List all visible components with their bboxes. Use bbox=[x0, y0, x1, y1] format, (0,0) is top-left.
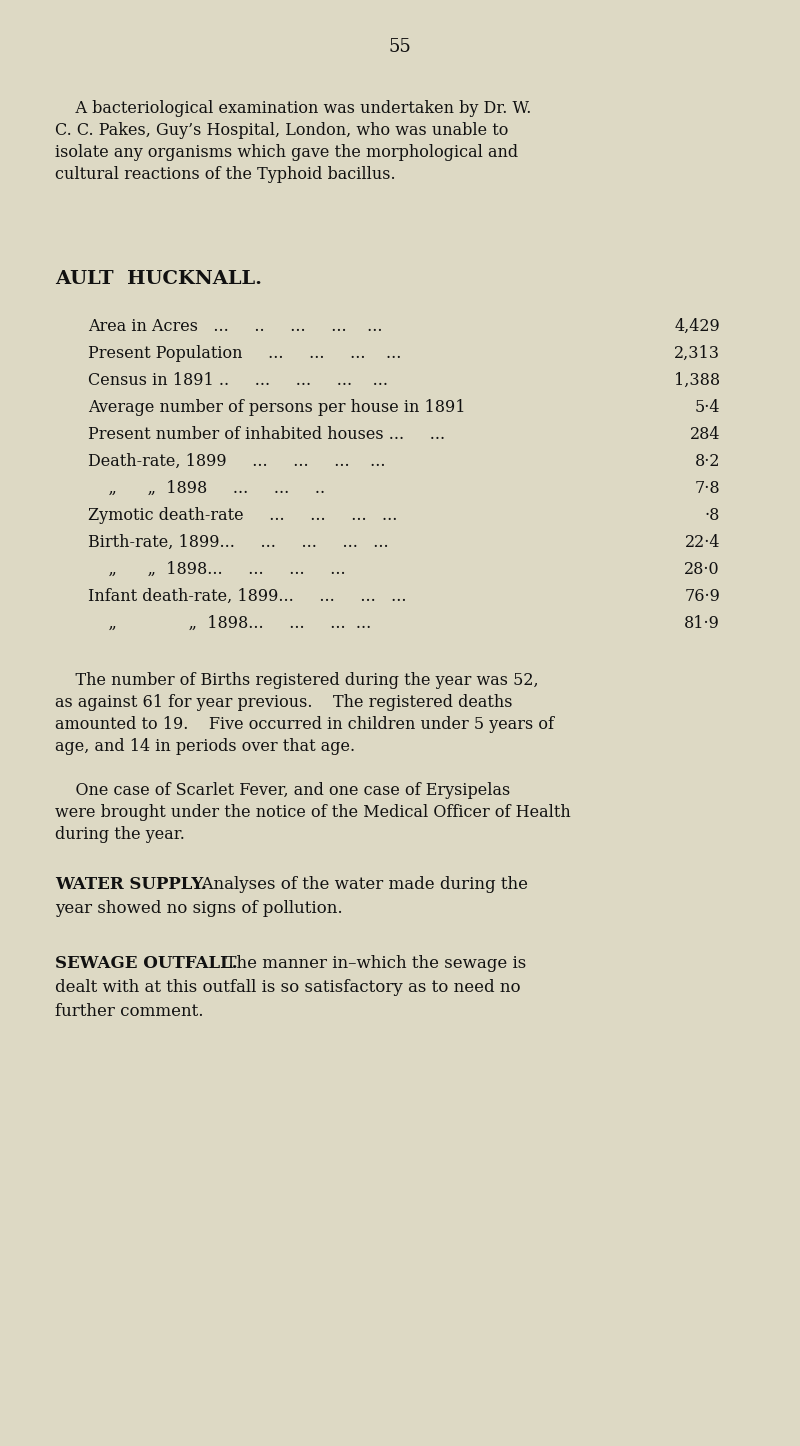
Text: further comment.: further comment. bbox=[55, 1004, 203, 1019]
Text: One case of Scarlet Fever, and one case of Erysipelas: One case of Scarlet Fever, and one case … bbox=[55, 782, 510, 800]
Text: AULT  HUCKNALL.: AULT HUCKNALL. bbox=[55, 270, 262, 288]
Text: 76·9: 76·9 bbox=[684, 589, 720, 604]
Text: 28·0: 28·0 bbox=[684, 561, 720, 578]
Text: The number of Births registered during the year was 52,: The number of Births registered during t… bbox=[55, 672, 538, 688]
Text: Zymotic death-rate     ...     ...     ...   ...: Zymotic death-rate ... ... ... ... bbox=[88, 508, 398, 523]
Text: 5·4: 5·4 bbox=[694, 399, 720, 416]
Text: Census in 1891 ..     ...     ...     ...    ...: Census in 1891 .. ... ... ... ... bbox=[88, 372, 388, 389]
Text: WATER SUPPLY.: WATER SUPPLY. bbox=[55, 876, 207, 894]
Text: SEWAGE OUTFALL.: SEWAGE OUTFALL. bbox=[55, 954, 238, 972]
Text: 22·4: 22·4 bbox=[685, 534, 720, 551]
Text: Death-rate, 1899     ...     ...     ...    ...: Death-rate, 1899 ... ... ... ... bbox=[88, 453, 386, 470]
Text: Present number of inhabited houses ...     ...: Present number of inhabited houses ... .… bbox=[88, 427, 445, 442]
Text: 8·2: 8·2 bbox=[694, 453, 720, 470]
Text: „              „  1898...     ...     ...  ...: „ „ 1898... ... ... ... bbox=[88, 615, 371, 632]
Text: 1,388: 1,388 bbox=[674, 372, 720, 389]
Text: Present Population     ...     ...     ...    ...: Present Population ... ... ... ... bbox=[88, 346, 402, 362]
Text: 4,429: 4,429 bbox=[674, 318, 720, 335]
Text: as against 61 for year previous.    The registered deaths: as against 61 for year previous. The reg… bbox=[55, 694, 513, 711]
Text: amounted to 19.    Five occurred in children under 5 years of: amounted to 19. Five occurred in childre… bbox=[55, 716, 554, 733]
Text: year showed no signs of pollution.: year showed no signs of pollution. bbox=[55, 899, 342, 917]
Text: Birth-rate, 1899...     ...     ...     ...   ...: Birth-rate, 1899... ... ... ... ... bbox=[88, 534, 389, 551]
Text: Average number of persons per house in 1891: Average number of persons per house in 1… bbox=[88, 399, 466, 416]
Text: 55: 55 bbox=[389, 38, 411, 56]
Text: during the year.: during the year. bbox=[55, 826, 185, 843]
Text: A bacteriological examination was undertaken by Dr. W.: A bacteriological examination was undert… bbox=[55, 100, 531, 117]
Text: cultural reactions of the Typhoid bacillus.: cultural reactions of the Typhoid bacill… bbox=[55, 166, 396, 184]
Text: Analyses of the water made during the: Analyses of the water made during the bbox=[191, 876, 528, 894]
Text: dealt with at this outfall is so satisfactory as to need no: dealt with at this outfall is so satisfa… bbox=[55, 979, 521, 996]
Text: were brought under the notice of the Medical Officer of Health: were brought under the notice of the Med… bbox=[55, 804, 570, 821]
Text: 2,313: 2,313 bbox=[674, 346, 720, 362]
Text: Infant death-rate, 1899...     ...     ...   ...: Infant death-rate, 1899... ... ... ... bbox=[88, 589, 406, 604]
Text: Area in Acres   ...     ..     ...     ...    ...: Area in Acres ... .. ... ... ... bbox=[88, 318, 382, 335]
Text: „      „  1898     ...     ...     ..: „ „ 1898 ... ... .. bbox=[88, 480, 325, 497]
Text: 284: 284 bbox=[690, 427, 720, 442]
Text: 81·9: 81·9 bbox=[684, 615, 720, 632]
Text: C. C. Pakes, Guy’s Hospital, London, who was unable to: C. C. Pakes, Guy’s Hospital, London, who… bbox=[55, 121, 508, 139]
Text: The manner in–which the sewage is: The manner in–which the sewage is bbox=[215, 954, 526, 972]
Text: age, and 14 in periods over that age.: age, and 14 in periods over that age. bbox=[55, 737, 355, 755]
Text: isolate any organisms which gave the morphological and: isolate any organisms which gave the mor… bbox=[55, 145, 518, 161]
Text: ·8: ·8 bbox=[705, 508, 720, 523]
Text: 7·8: 7·8 bbox=[694, 480, 720, 497]
Text: „      „  1898...     ...     ...     ...: „ „ 1898... ... ... ... bbox=[88, 561, 346, 578]
